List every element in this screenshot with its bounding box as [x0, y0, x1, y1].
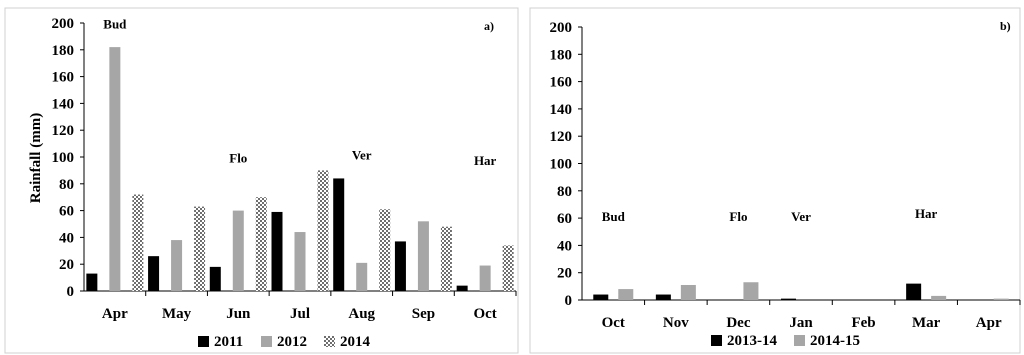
panel-a-plot-area: 0 20 40 60 80 100 120 140 160 180 200 Apr May Jun Jul A…	[52, 16, 517, 322]
panel-a-bar-2012-sep	[417, 221, 429, 291]
panel-a-category-label-jun: Jun	[226, 306, 251, 322]
panel-b-ytick-label-120: 120	[550, 129, 573, 145]
panel-a-category-label-oct: Oct	[473, 306, 496, 322]
panel-b-legend: 2013-14 2014-15	[711, 333, 860, 349]
panel-a-bar-2012-apr	[109, 47, 121, 292]
legend-label-2014-15: 2014-15	[810, 333, 860, 349]
legend-swatch-2012	[261, 336, 272, 347]
panel-b-bar-2013-14-jan	[781, 298, 796, 300]
panel-b-bar-2013-14-nov	[655, 294, 671, 300]
panel-a-bar-2012-oct	[479, 265, 491, 291]
panel-a-annotation-har: Har	[474, 153, 497, 168]
panel-a-bar-2014-jun	[255, 197, 267, 291]
panel-b: b) 0 20 40 60 80 100 120 140 160 180 200 Oct Nov Dec J…	[529, 7, 1021, 354]
panel-a-category-label-jul: Jul	[290, 306, 310, 322]
panel-b-bar-2014-15-mar	[931, 295, 947, 300]
panel-a-bar-2011-sep	[394, 241, 406, 291]
panel-a-bar-2011-oct	[456, 285, 468, 291]
panel-b-bar-2014-15-nov	[680, 284, 696, 300]
panel-a-ytick-label-100: 100	[52, 150, 75, 166]
panel-a-bar-2012-jul	[294, 232, 306, 291]
panel-b-ytick-label-100: 100	[550, 157, 573, 173]
panel-a-ytick-label-80: 80	[59, 177, 74, 193]
panel-a-bar-2014-jul	[317, 170, 329, 291]
panel-a-ytick-label-200: 200	[52, 16, 75, 32]
panel-a-bar-2014-may	[194, 206, 206, 291]
panel-b-ytick-label-40: 40	[557, 238, 572, 254]
panel-b-bar-2014-15-dec	[743, 282, 759, 300]
legend-label-2013-14: 2013-14	[727, 333, 777, 349]
panel-b-ytick-label-180: 180	[550, 47, 573, 63]
panel-b-ytick-label-60: 60	[557, 211, 572, 227]
panel-a-bar-2014-sep	[440, 226, 452, 291]
panel-b-letter: b)	[1000, 19, 1011, 33]
panel-a-bar-2014-apr	[132, 194, 144, 291]
panel-a-category-label-apr: Apr	[102, 306, 128, 322]
panel-a-annotation-ver: Ver	[352, 148, 372, 163]
panel-b-ytick-label-20: 20	[557, 266, 572, 282]
panel-a-ytick-label-40: 40	[59, 230, 74, 246]
panel-b-annotation-flo: Flo	[729, 209, 747, 224]
panel-b-ytick-label-0: 0	[565, 293, 573, 309]
panel-b-category-label-dec: Dec	[726, 315, 750, 331]
panel-b-category-label-jan: Jan	[789, 315, 813, 331]
panel-a-ytick-label-160: 160	[52, 70, 75, 86]
panel-a-ytick-label-0: 0	[67, 284, 75, 300]
panel-a-bar-2012-may	[171, 240, 183, 291]
panel-a-ytick-label-140: 140	[52, 96, 75, 112]
panel-a-ytick-label-60: 60	[59, 204, 74, 220]
panel-b-annotation-bud: Bud	[602, 209, 626, 224]
panel-a-frame	[4, 7, 519, 354]
panel-b-category-label-feb: Feb	[851, 315, 875, 331]
panel-a-letter: a)	[484, 19, 494, 33]
panel-a-legend: 2011 2012 2014	[198, 334, 371, 350]
legend-swatch-2014	[324, 336, 335, 347]
panel-a-annotation-flo: Flo	[229, 150, 247, 165]
panel-b-bar-2014-15-apr	[993, 298, 1009, 300]
panel-b-category-label-nov: Nov	[663, 315, 689, 331]
panel-a-bar-2014-aug	[379, 209, 391, 291]
legend-label-2014: 2014	[340, 334, 371, 350]
panel-a-ytick-label-20: 20	[59, 257, 74, 273]
panel-a-bar-2011-jun	[209, 266, 221, 291]
panel-a-ytick-label-180: 180	[52, 43, 75, 59]
legend-swatch-2014-15	[794, 335, 805, 346]
panel-b-ytick-label-140: 140	[550, 102, 573, 118]
panel-a-bar-2012-jun	[232, 210, 244, 291]
panel-b-annotation-har: Har	[915, 206, 938, 221]
panel-b-bar-2013-14-mar	[906, 283, 922, 300]
panel-b-ytick-label-200: 200	[550, 20, 573, 36]
panel-b-frame	[529, 7, 1021, 354]
panel-b-category-label-mar: Mar	[912, 315, 941, 331]
panel-a-bar-2011-may	[148, 256, 160, 291]
panel-b-ytick-label-160: 160	[550, 75, 573, 91]
legend-label-2012: 2012	[277, 334, 307, 350]
legend-swatch-2011	[198, 336, 209, 347]
panel-b-plot-area: 0 20 40 60 80 100 120 140 160 180 200 Oct Nov Dec Jan F…	[550, 20, 1021, 331]
panel-b-category-label-oct: Oct	[602, 315, 625, 331]
panel-a: Rainfall (mm) a) 0 20 40 60 80 100 120 140 160 18…	[4, 7, 519, 354]
panel-a-bar-2011-jul	[271, 211, 283, 291]
panel-b-annotation-ver: Ver	[791, 209, 811, 224]
panel-a-ylabel: Rainfall (mm)	[28, 113, 44, 203]
legend-label-2011: 2011	[214, 334, 243, 350]
panel-a-bar-2012-aug	[356, 262, 368, 291]
panel-a-category-label-aug: Aug	[348, 306, 375, 322]
panel-b-ytick-label-80: 80	[557, 184, 572, 200]
panel-a-bar-2014-oct	[502, 245, 514, 291]
panel-b-category-label-apr: Apr	[976, 315, 1002, 331]
panel-a-bar-2011-aug	[333, 178, 345, 291]
panel-a-bar-2011-apr	[86, 273, 98, 291]
panel-a-annotation-bud: Bud	[103, 16, 127, 31]
panel-b-bar-2013-14-oct	[593, 294, 609, 300]
panel-a-category-label-sep: Sep	[412, 306, 435, 322]
panel-a-category-label-may: May	[162, 306, 192, 322]
panel-b-bar-2014-15-oct	[618, 289, 634, 300]
legend-swatch-2013-14	[711, 335, 722, 346]
panel-a-ytick-label-120: 120	[52, 123, 75, 139]
